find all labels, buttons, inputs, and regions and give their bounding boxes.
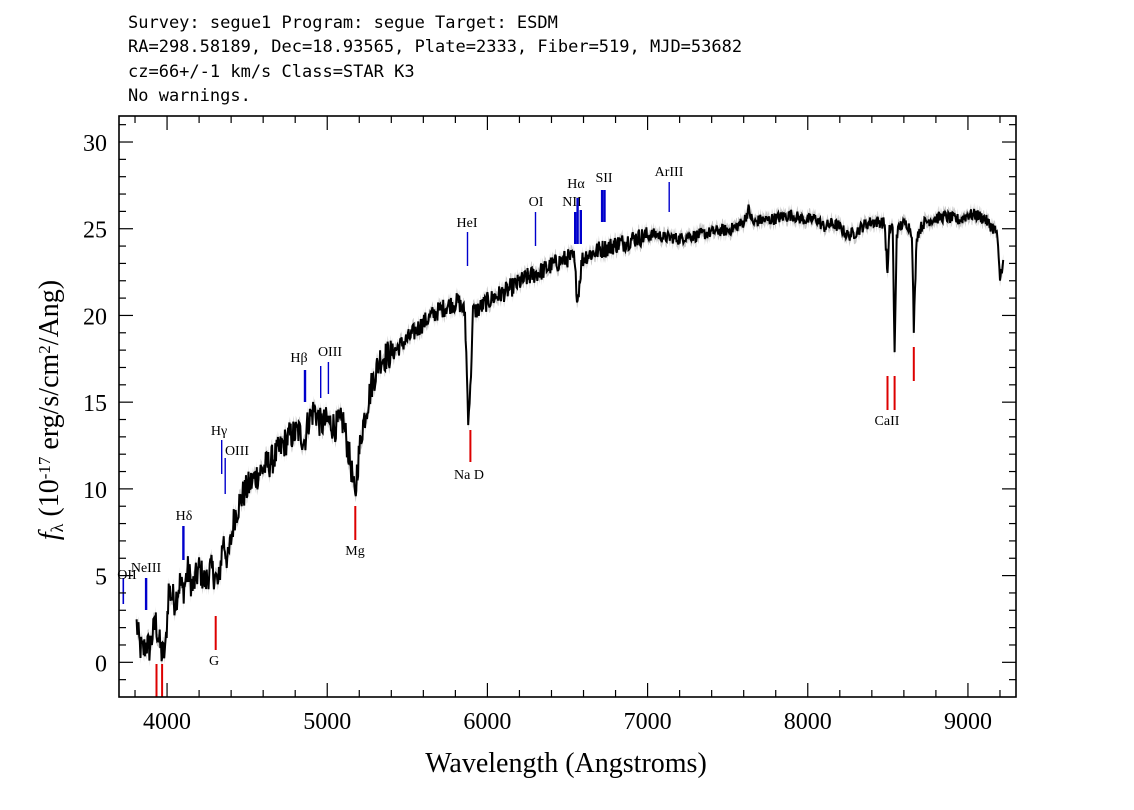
- emission-line-label: HeI: [457, 216, 478, 231]
- error-band-layer: [136, 198, 1004, 668]
- x-tick-label: 8000: [784, 709, 832, 735]
- emission-line-label: Hγ: [211, 424, 227, 439]
- error-band: [136, 198, 1004, 668]
- header-line-survey: Survey: segue1 Program: segue Target: ES…: [128, 13, 558, 33]
- emission-line-label: NII: [562, 195, 582, 210]
- emission-line-label: OIII: [225, 444, 249, 459]
- absorption-line-label: G: [209, 654, 219, 669]
- emission-line-label: ArIII: [655, 165, 684, 180]
- absorption-line-label: Mg: [345, 544, 364, 559]
- y-axis-label-text: fλ (10-17 erg/s/cm2/Ang): [34, 280, 67, 540]
- x-tick-label: 6000: [463, 709, 511, 735]
- plot-frame: [118, 115, 1017, 698]
- emission-line-label: Hα: [567, 177, 585, 192]
- absorption-line-label: Na D: [454, 468, 484, 483]
- x-tick-label: 5000: [303, 709, 351, 735]
- emission-line-label: NeIII: [131, 561, 162, 576]
- spectrum-line: [135, 204, 1005, 662]
- emission-line-label: Hδ: [176, 509, 193, 524]
- spectrum-layer: [135, 204, 1005, 662]
- emission-line-label: Hβ: [290, 351, 307, 366]
- x-tick-label: 4000: [143, 709, 191, 735]
- header-line-warnings: No warnings.: [128, 86, 251, 106]
- header-line-redshift-class: cz=66+/-1 km/s Class=STAR K3: [128, 62, 415, 82]
- y-tick-label: 5: [95, 565, 107, 591]
- y-tick-label: 25: [83, 218, 107, 244]
- absorption-line-label: CaII: [875, 414, 900, 429]
- y-tick-label: 10: [83, 478, 107, 504]
- x-tick-label: 9000: [944, 709, 992, 735]
- y-tick-label: 15: [83, 391, 107, 417]
- y-tick-label: 20: [83, 304, 107, 330]
- y-axis-label: fλ (10-17 erg/s/cm2/Ang): [34, 280, 67, 540]
- y-tick-label: 0: [95, 651, 107, 677]
- y-tick-label: 30: [83, 131, 107, 157]
- emission-line-label: OI: [529, 195, 544, 210]
- x-tick-label: 7000: [624, 709, 672, 735]
- emission-line-label: SII: [595, 171, 612, 186]
- x-axis-label: Wavelength (Angstroms): [425, 748, 707, 779]
- axes-layer: 4000 5000 6000 7000 8000 9000 0 5 10 15 20 25 30: [83, 115, 1017, 735]
- emission-line-label: OIII: [318, 345, 342, 360]
- header-line-coordinates: RA=298.58189, Dec=18.93565, Plate=2333, …: [128, 37, 743, 57]
